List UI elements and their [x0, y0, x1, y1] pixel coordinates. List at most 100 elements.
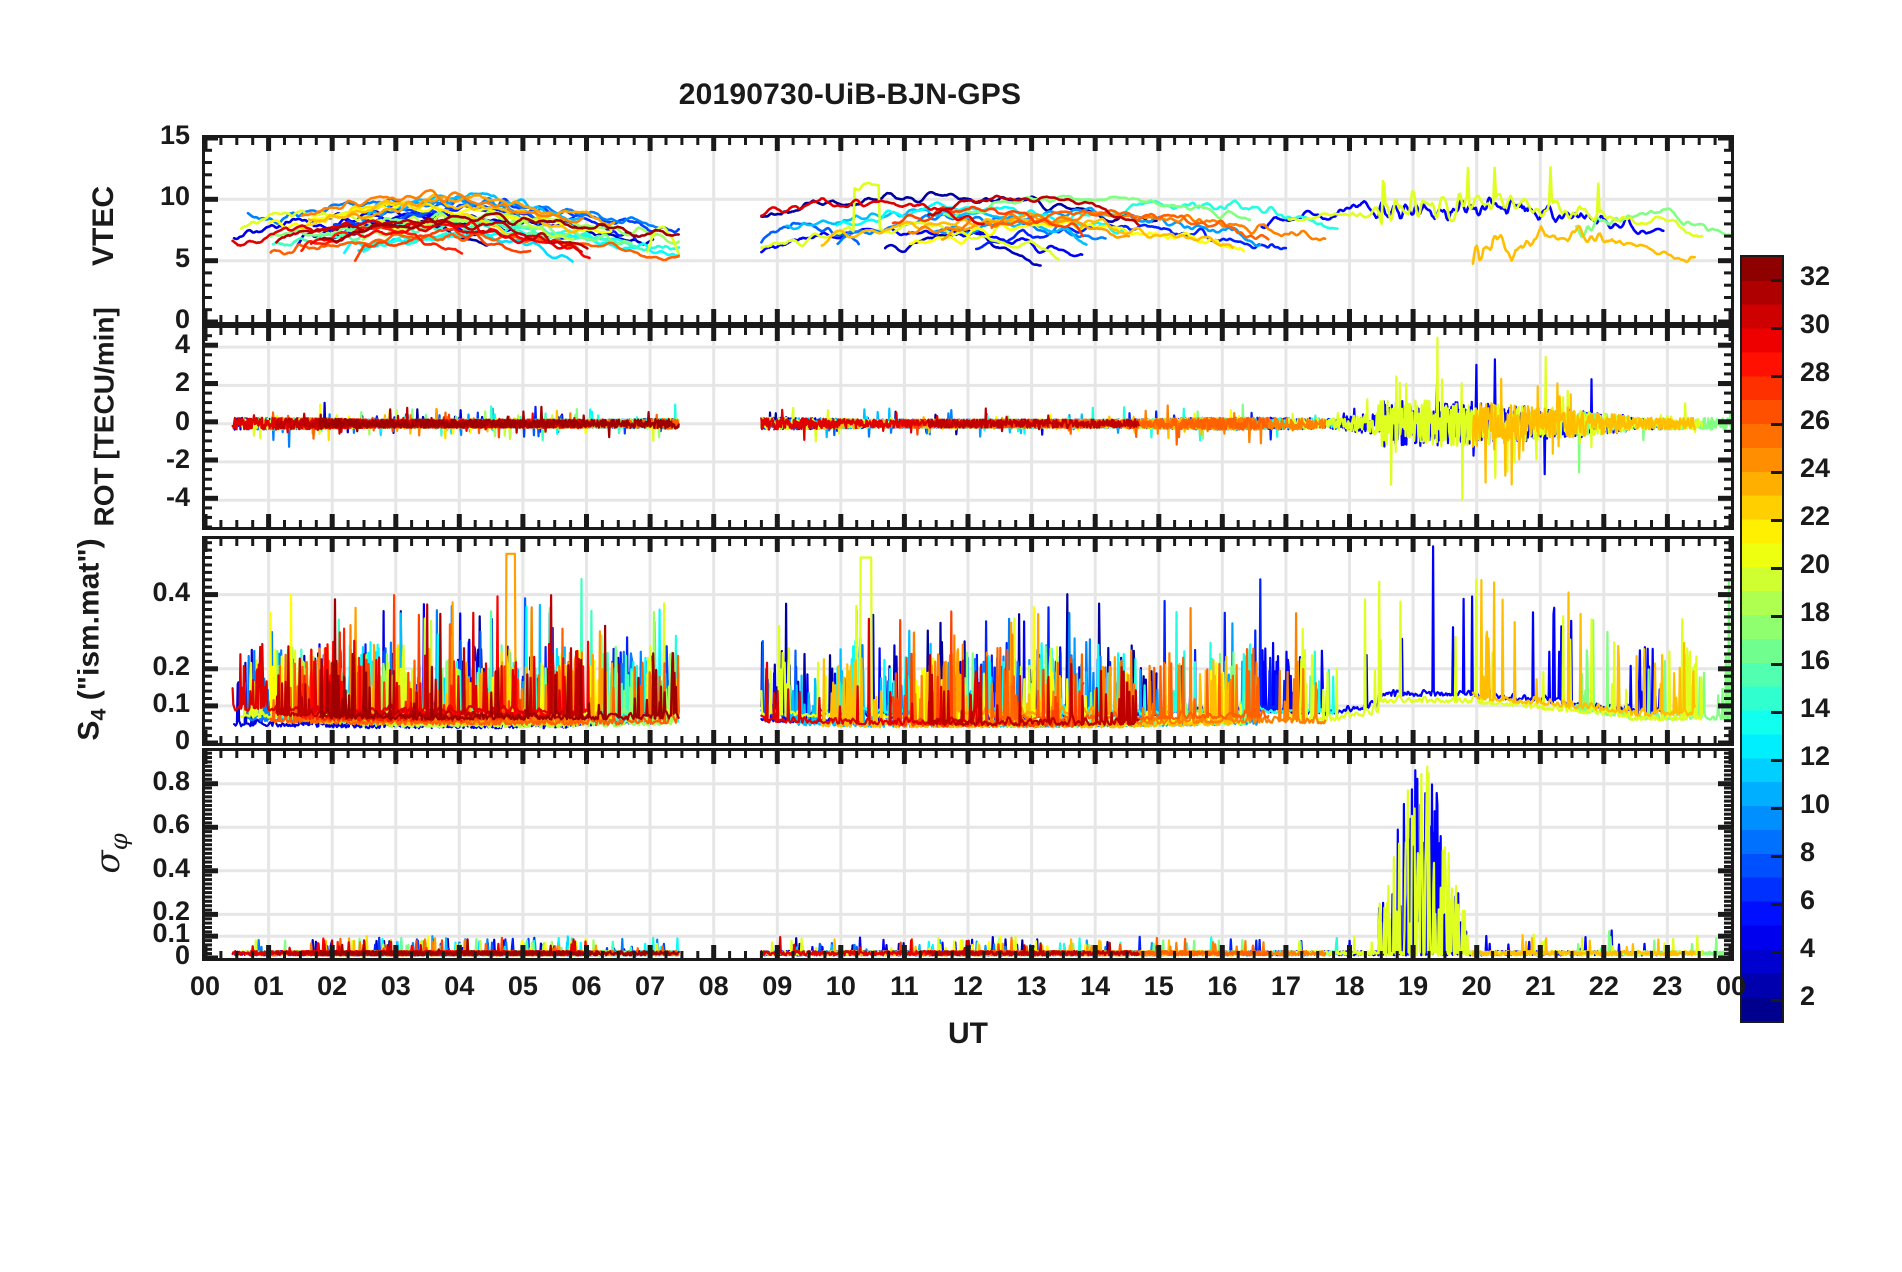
x-tick-label-15: 15: [1143, 971, 1174, 1001]
x-tick-label-10: 10: [825, 971, 856, 1001]
x-tick-label-13: 13: [1016, 971, 1047, 1001]
colorbar-tick-mark: [1771, 855, 1784, 858]
data-trace: [353, 227, 532, 262]
plot-area-sigmaphi: [205, 751, 1731, 958]
y-axis-title-s4: S4 ("ism.mat"): [72, 538, 111, 741]
x-tick-label-23: 23: [1652, 971, 1683, 1001]
x-axis-label: UT: [948, 1017, 988, 1050]
x-tick-label-8: 08: [698, 971, 729, 1001]
x-tick-label-12: 12: [952, 971, 984, 1001]
colorbar-tick-label-15: 32: [1800, 261, 1831, 291]
y-tick-label-sigmaphi-2: 0.2: [152, 896, 190, 927]
x-tick-label-20: 20: [1461, 971, 1492, 1001]
plot-panel-vtec: [202, 135, 1734, 325]
y-tick-label-vtec-1: 5: [174, 242, 190, 273]
colorbar-tick-mark: [1771, 279, 1784, 282]
x-tick-label-2: 02: [317, 971, 348, 1001]
y-tick-label-rot-0: -4: [165, 482, 190, 513]
plot-area-rot: [205, 328, 1731, 527]
colorbar-tick-label-1: 4: [1800, 933, 1816, 963]
data-trace: [943, 194, 1252, 221]
colorbar-tick-mark: [1771, 903, 1784, 906]
data-trace: [891, 205, 1085, 238]
y-tick-label-rot-2: 0: [174, 405, 190, 436]
y-tick-label-sigmaphi-1: 0.1: [152, 918, 190, 949]
colorbar[interactable]: [1740, 255, 1784, 1023]
y-tick-label-sigmaphi-5: 0.8: [152, 765, 190, 796]
colorbar-tick-mark: [1771, 471, 1784, 474]
colorbar-tick-label-7: 16: [1800, 645, 1831, 675]
colorbar-tick-mark: [1771, 759, 1784, 762]
x-tick-label-18: 18: [1334, 971, 1365, 1001]
y-tick-label-rot-1: -2: [165, 443, 190, 474]
data-trace: [1287, 578, 1704, 723]
colorbar-tick-mark: [1771, 519, 1784, 522]
colorbar-tick-label-10: 22: [1800, 501, 1831, 531]
data-trace: [300, 225, 464, 255]
data-trace: [275, 218, 589, 250]
colorbar-tick-label-4: 10: [1800, 789, 1831, 819]
x-tick-label-4: 04: [444, 971, 475, 1001]
x-tick-label-5: 05: [507, 971, 538, 1001]
colorbar-tick-mark: [1771, 807, 1784, 810]
plot-area-s4: [205, 539, 1731, 743]
y-tick-label-sigmaphi-0: 0: [174, 940, 190, 970]
data-trace: [1471, 224, 1696, 265]
data-trace: [941, 212, 1131, 241]
colorbar-tick-label-2: 6: [1800, 885, 1816, 915]
y-tick-label-vtec-2: 10: [159, 181, 190, 212]
colorbar-tick-label-0: 2: [1800, 981, 1816, 1011]
y-tick-label-s4-0: 0: [174, 725, 190, 755]
data-trace: [1471, 579, 1696, 717]
data-trace: [760, 197, 985, 226]
colorbar-tick-mark: [1771, 951, 1784, 954]
x-tick-label-9: 09: [762, 971, 793, 1001]
x-tick-label-21: 21: [1525, 971, 1556, 1001]
y-tick-label-sigmaphi-3: 0.4: [152, 852, 190, 883]
y-tick-label-s4-2: 0.2: [152, 650, 190, 681]
plot-panel-s4: [202, 536, 1734, 746]
x-tick-label-22: 22: [1588, 971, 1619, 1001]
data-trace: [927, 194, 1140, 227]
x-tick-label-0: 00: [189, 971, 221, 1001]
y-tick-label-rot-3: 2: [174, 367, 190, 398]
colorbar-tick-mark: [1771, 327, 1784, 330]
plot-panel-sigmaphi: [202, 748, 1734, 961]
colorbar-tick-label-3: 8: [1800, 837, 1816, 867]
data-trace: [347, 193, 616, 227]
data-trace: [231, 611, 583, 714]
colorbar-tick-mark: [1771, 615, 1784, 618]
data-trace: [231, 219, 583, 254]
colorbar-tick-mark: [1771, 663, 1784, 666]
plot-panel-rot: [202, 325, 1734, 530]
x-tick-label-14: 14: [1080, 971, 1111, 1001]
colorbar-tick-mark: [1771, 423, 1784, 426]
y-tick-label-s4-3: 0.4: [152, 576, 190, 607]
colorbar-tick-mark: [1771, 375, 1784, 378]
colorbar-tick-mark: [1771, 999, 1784, 1002]
y-tick-label-s4-1: 0.1: [152, 687, 190, 718]
data-trace: [300, 188, 584, 224]
x-tick-label-17: 17: [1270, 971, 1301, 1001]
data-trace: [646, 225, 680, 256]
x-tick-label-1: 01: [253, 971, 284, 1001]
data-trace: [974, 223, 1288, 251]
colorbar-tick-label-11: 24: [1800, 453, 1831, 483]
colorbar-tick-mark: [1771, 567, 1784, 570]
colorbar-tick-label-13: 28: [1800, 357, 1831, 387]
plot-area-vtec: [205, 138, 1731, 322]
data-trace: [1471, 377, 1696, 486]
y-tick-label-vtec-0: 0: [174, 304, 190, 334]
x-tick-label-19: 19: [1398, 971, 1429, 1001]
figure-title: 20190730-UiB-BJN-GPS: [678, 78, 1022, 111]
data-trace: [309, 220, 591, 260]
colorbar-tick-label-5: 12: [1800, 741, 1831, 771]
data-trace: [927, 407, 1140, 433]
data-trace: [1287, 166, 1704, 238]
y-tick-label-sigmaphi-4: 0.6: [152, 809, 190, 840]
x-tick-label-3: 03: [380, 971, 411, 1001]
data-trace: [269, 623, 680, 726]
data-trace: [927, 653, 1140, 727]
data-trace: [1574, 207, 1731, 239]
